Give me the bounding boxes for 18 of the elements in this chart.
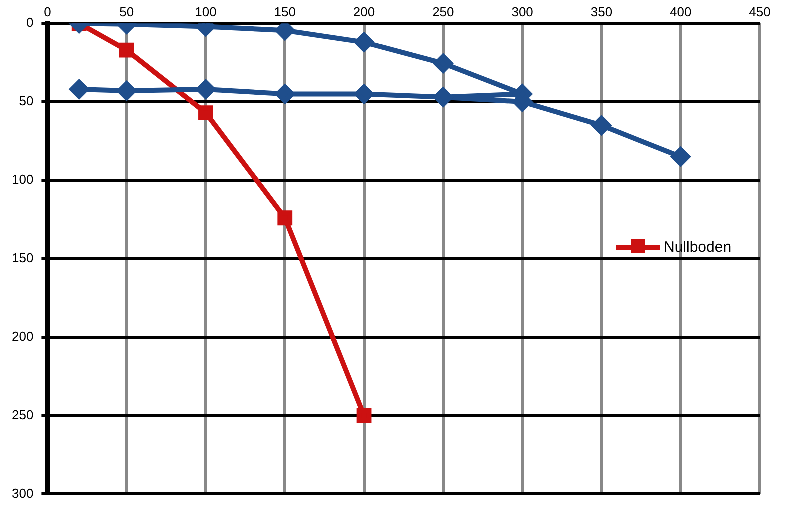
x-tick-label: 200	[353, 4, 376, 20]
y-tick-label: 200	[12, 328, 34, 344]
y-tick-label: 150	[12, 250, 34, 266]
x-tick-label: 450	[749, 4, 771, 20]
x-tick-label: 300	[512, 4, 534, 20]
legend-label: Nullboden	[664, 239, 732, 256]
x-tick-label: 350	[590, 4, 613, 20]
x-tick-label: 50	[120, 4, 134, 20]
y-tick-label: 0	[26, 15, 34, 30]
x-tick-label: 150	[274, 4, 296, 20]
y-tick-label: 300	[12, 486, 34, 501]
y-tick-label: 50	[19, 94, 34, 109]
y-tick-label: 100	[12, 172, 34, 188]
x-tick-label: 250	[432, 4, 454, 20]
x-tick-label: 400	[670, 4, 692, 20]
y-tick-label: 250	[12, 407, 34, 422]
x-tick-label: 100	[195, 4, 217, 20]
x-tick-label: 0	[44, 4, 52, 20]
